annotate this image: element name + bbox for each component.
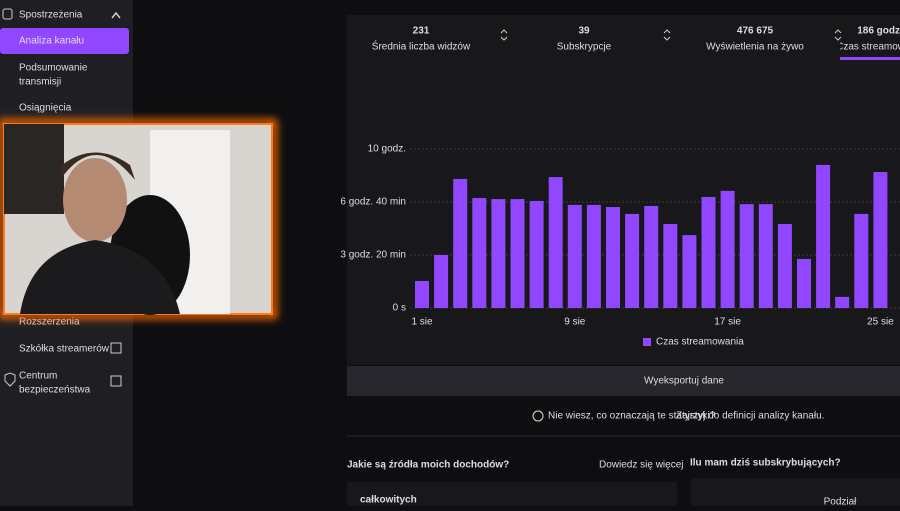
bar [644,205,659,308]
bar [797,258,811,308]
stat-value[interactable]: 476 675 [737,26,774,37]
card-label: Podział [824,497,858,506]
nav-item[interactable]: Centrum [19,371,57,382]
bar [758,204,773,308]
sort-icon[interactable] [663,29,671,41]
bar [606,207,620,308]
section-title: Jakie są źródła moich dochodów? [347,460,509,471]
bar [548,177,563,308]
bar [720,190,735,308]
stat-label[interactable]: Subskrypcje [557,42,612,53]
bar [510,199,525,308]
nav-item[interactable]: Osiągnięcia [19,103,72,114]
nav-item[interactable]: Szkółka streamerów [19,344,110,355]
stat-clip: 186 godz. Czas streamowania [836,26,900,53]
bar [854,213,869,308]
y-tick-label: 6 godz. 40 min [340,197,406,208]
stats-bar [347,15,900,60]
nav-item[interactable]: Rozszerzenia [19,317,80,328]
help-text: Nie wiesz, co oznaczają te statystyki? [548,411,716,422]
section-title: Ilu mam dziś subskrybujących? [690,458,841,469]
export-button[interactable] [347,366,900,396]
bar [739,204,754,308]
link[interactable]: Dowiedz się więcej [599,460,683,471]
bar [625,213,640,308]
nav-item[interactable]: Podsumowanie [19,63,88,74]
x-tick-label: 25 sie [867,317,894,328]
webcam-glow [0,119,277,319]
y-tick-label: 3 godz. 20 min [340,250,406,261]
x-tick-label: 17 sie [714,317,741,328]
legend-swatch [643,338,651,346]
bar [835,296,850,308]
stat-value[interactable]: 231 [413,26,430,37]
stat-label[interactable]: Średnia liczba widzów [372,40,471,53]
bar [453,178,468,308]
bar [816,164,831,308]
nav-item[interactable]: Analiza kanału [19,36,84,47]
x-tick-label: 9 sie [564,317,586,328]
bar [777,223,792,308]
sidebar-section[interactable]: Spostrzeżenia [19,10,83,21]
bar [434,255,449,308]
bar [701,196,716,308]
icon [2,8,13,20]
sort-icon[interactable] [834,29,842,41]
bar [663,223,678,308]
bar [873,172,888,308]
y-tick-label: 0 s [393,303,406,314]
card-title: całkowitych [360,495,417,506]
sort-icon[interactable] [500,29,508,41]
active-item[interactable] [0,28,129,54]
bar [586,204,601,308]
bar [415,280,429,308]
bar [472,198,487,308]
help-link[interactable]: Zajrzyj do definicji analizy kanału. [676,411,824,422]
stat-value[interactable]: 186 godz. [857,26,900,37]
bar [567,204,582,308]
nav-item[interactable]: bezpieczeństwa [19,385,91,396]
bar [529,200,544,308]
stat-label[interactable]: Wyświetlenia na żywo [706,42,804,53]
chart-panel [347,60,900,365]
stat-value[interactable]: 39 [578,26,590,37]
nav-item[interactable]: transmisji [19,77,61,88]
x-tick-label: 1 sie [411,317,433,328]
export-label[interactable]: Wyeksportuj dane [644,376,724,387]
stat-label[interactable]: Czas streamowania [836,42,900,53]
legend-label[interactable]: Czas streamowania [656,337,744,348]
bar [682,235,697,308]
bar [491,199,506,308]
y-tick-label: 10 godz. [368,144,406,155]
